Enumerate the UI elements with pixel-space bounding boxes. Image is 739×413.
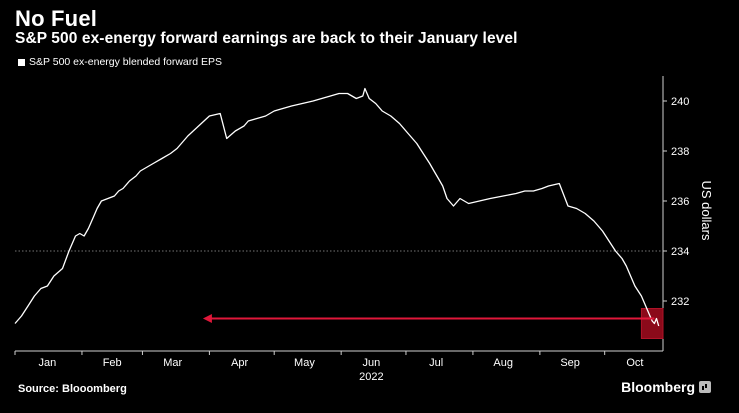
y-tick-label-234: 234 [671, 246, 689, 258]
x-tick-label-mar: Mar [163, 357, 182, 369]
brand-logo: Bloomberg [621, 379, 711, 395]
legend-label: S&P 500 ex-energy blended forward EPS [29, 56, 223, 68]
legend: S&P 500 ex-energy blended forward EPS [18, 56, 222, 68]
brand-label: Bloomberg [621, 379, 695, 395]
legend-swatch [18, 58, 25, 66]
y-tick-label-236: 236 [671, 196, 689, 208]
source-note: Source: Blooomberg [18, 383, 127, 395]
y-tick-label-240: 240 [671, 96, 689, 108]
x-tick-label-oct: Oct [626, 357, 643, 369]
y-axis-label: US dollars [699, 181, 714, 241]
chart-subtitle: S&P 500 ex-energy forward earnings are b… [15, 30, 518, 47]
y-tick-label-238: 238 [671, 146, 689, 158]
x-tick-label-sep: Sep [560, 357, 580, 369]
x-tick-label-jul: Jul [429, 357, 443, 369]
series-line-eps [14, 87, 660, 327]
x-tick-label-jan: Jan [39, 357, 57, 369]
x-tick-label-feb: Feb [103, 357, 122, 369]
highlight-arrow-head [202, 314, 212, 323]
x-axis-label: 2022 [359, 371, 383, 383]
x-tick-label-apr: Apr [231, 357, 248, 369]
x-tick-label-may: May [294, 357, 315, 369]
chart-title: No Fuel [15, 6, 98, 31]
brand-icon [699, 381, 711, 393]
x-tick-label-jun: Jun [363, 357, 381, 369]
x-tick-label-aug: Aug [493, 357, 513, 369]
highlight-box [640, 308, 664, 339]
y-tick-label-232: 232 [671, 296, 689, 308]
